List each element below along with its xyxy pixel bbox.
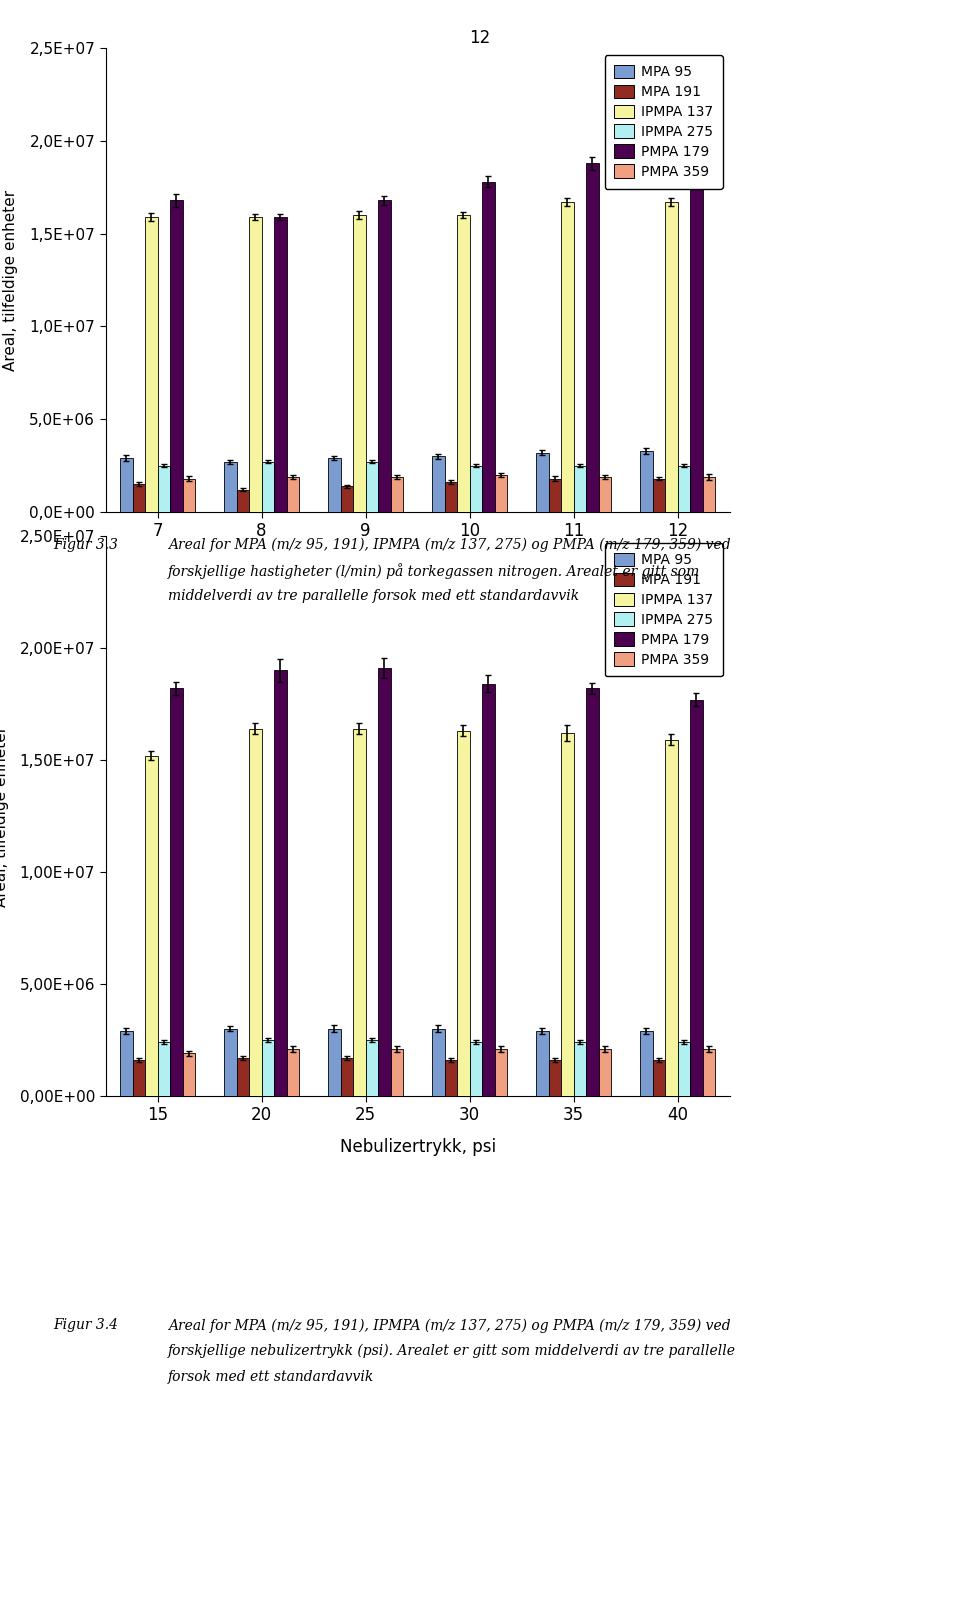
Bar <box>286 477 299 512</box>
X-axis label: Tørkegasshastighet, l/min: Tørkegasshastighet, l/min <box>310 554 525 573</box>
Text: forsok med ett standardavvik: forsok med ett standardavvik <box>168 1370 374 1384</box>
Bar <box>157 1042 170 1096</box>
Bar <box>653 478 665 512</box>
Bar <box>469 1042 482 1096</box>
Bar <box>328 1029 341 1096</box>
Bar <box>341 1058 353 1096</box>
Bar <box>703 477 715 512</box>
Text: Areal for MPA (m/z 95, 191), IPMPA (m/z 137, 275) og PMPA (m/z 179, 359) ved: Areal for MPA (m/z 95, 191), IPMPA (m/z … <box>168 538 731 552</box>
Bar <box>678 1042 690 1096</box>
Text: 12: 12 <box>469 29 491 46</box>
Text: Figur 3.4: Figur 3.4 <box>53 1318 118 1333</box>
X-axis label: Nebulizertrykk, psi: Nebulizertrykk, psi <box>340 1138 495 1157</box>
Bar <box>549 478 561 512</box>
Bar <box>444 1061 457 1096</box>
Bar <box>573 466 586 512</box>
Bar <box>432 1029 444 1096</box>
Bar <box>536 453 549 512</box>
Bar <box>665 739 678 1096</box>
Bar <box>145 755 157 1096</box>
Bar <box>482 182 494 512</box>
Bar <box>249 218 261 512</box>
Bar <box>391 1050 403 1096</box>
Bar <box>457 214 469 512</box>
Bar <box>703 1050 715 1096</box>
Bar <box>640 1030 653 1096</box>
Bar <box>120 1030 132 1096</box>
Bar <box>275 670 286 1096</box>
Bar <box>640 451 653 512</box>
Bar <box>353 214 366 512</box>
Bar <box>378 200 391 512</box>
Bar <box>599 477 612 512</box>
Bar <box>261 1040 275 1096</box>
Bar <box>224 1029 236 1096</box>
Text: Figur 3.3: Figur 3.3 <box>53 538 118 552</box>
Bar <box>182 1053 195 1096</box>
Text: forskjellige hastigheter (l/min) på torkegassen nitrogen. Arealet er gitt som: forskjellige hastigheter (l/min) på tork… <box>168 563 700 579</box>
Bar <box>261 462 275 512</box>
Y-axis label: Areal, tilfeldige enheter: Areal, tilfeldige enheter <box>3 189 18 371</box>
Bar <box>249 728 261 1096</box>
Bar <box>236 490 249 512</box>
Bar <box>494 475 507 512</box>
Bar <box>482 683 494 1096</box>
Bar <box>549 1061 561 1096</box>
Text: middelverdi av tre parallelle forsok med ett standardavvik: middelverdi av tre parallelle forsok med… <box>168 589 579 603</box>
Bar <box>444 482 457 512</box>
Bar <box>665 202 678 512</box>
Bar <box>653 1061 665 1096</box>
Bar <box>120 458 132 512</box>
Bar <box>366 462 378 512</box>
Legend: MPA 95, MPA 191, IPMPA 137, IPMPA 275, PMPA 179, PMPA 359: MPA 95, MPA 191, IPMPA 137, IPMPA 275, P… <box>605 54 723 189</box>
Bar <box>536 1030 549 1096</box>
Bar <box>678 466 690 512</box>
Bar <box>690 699 703 1096</box>
Legend: MPA 95, MPA 191, IPMPA 137, IPMPA 275, PMPA 179, PMPA 359: MPA 95, MPA 191, IPMPA 137, IPMPA 275, P… <box>605 542 723 677</box>
Bar <box>573 1042 586 1096</box>
Bar <box>145 218 157 512</box>
Bar <box>586 163 599 512</box>
Bar <box>561 202 574 512</box>
Bar <box>170 688 182 1096</box>
Bar <box>432 456 444 512</box>
Bar <box>469 466 482 512</box>
Bar <box>586 688 599 1096</box>
Bar <box>561 733 574 1096</box>
Bar <box>690 120 703 512</box>
Bar <box>132 485 145 512</box>
Bar <box>378 669 391 1096</box>
Bar <box>494 1050 507 1096</box>
Bar <box>286 1050 299 1096</box>
Bar <box>328 458 341 512</box>
Bar <box>599 1050 612 1096</box>
Bar <box>224 462 236 512</box>
Y-axis label: Areal, tilfeldige enheter: Areal, tilfeldige enheter <box>0 725 9 907</box>
Text: forskjellige nebulizertrykk (psi). Arealet er gitt som middelverdi av tre parall: forskjellige nebulizertrykk (psi). Areal… <box>168 1344 736 1358</box>
Bar <box>236 1058 249 1096</box>
Bar <box>132 1061 145 1096</box>
Bar <box>182 478 195 512</box>
Bar <box>353 728 366 1096</box>
Bar <box>366 1040 378 1096</box>
Bar <box>391 477 403 512</box>
Bar <box>157 466 170 512</box>
Text: Areal for MPA (m/z 95, 191), IPMPA (m/z 137, 275) og PMPA (m/z 179, 359) ved: Areal for MPA (m/z 95, 191), IPMPA (m/z … <box>168 1318 731 1333</box>
Bar <box>275 218 286 512</box>
Bar <box>457 731 469 1096</box>
Bar <box>170 200 182 512</box>
Bar <box>341 486 353 512</box>
